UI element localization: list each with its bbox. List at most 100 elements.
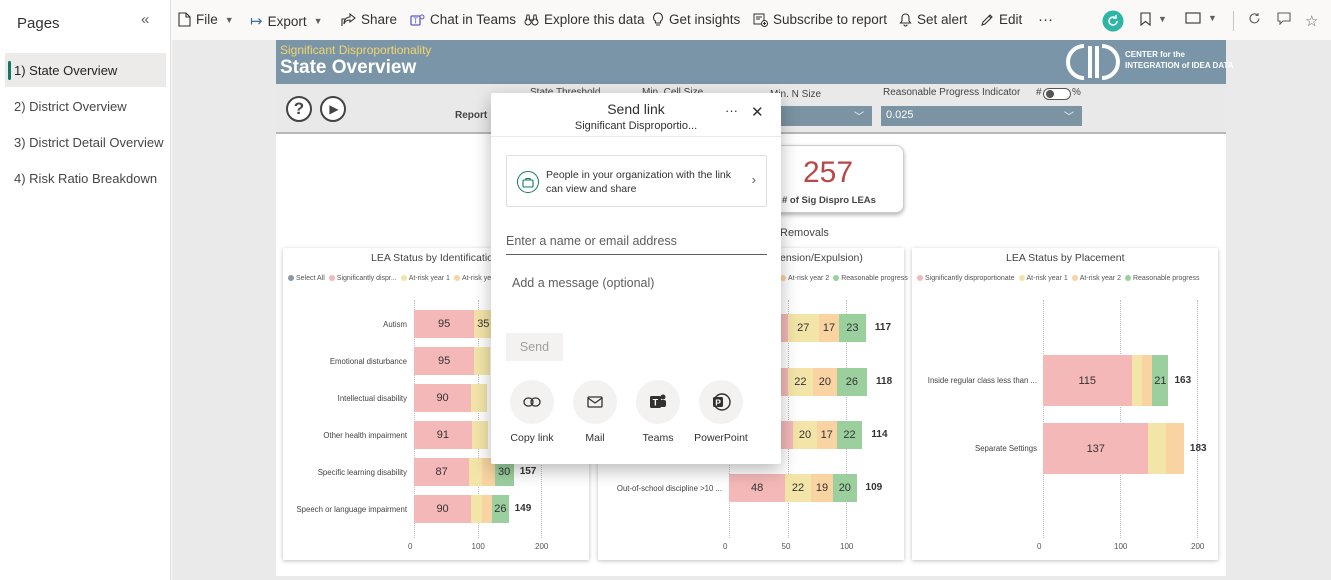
explore-data-button[interactable]: Explore this data [524, 12, 645, 27]
legend-at-risk-1[interactable]: At-risk year 1 [400, 275, 450, 282]
chat-in-teams-button[interactable]: T Chat in Teams [410, 12, 516, 27]
comment-button[interactable] [1277, 12, 1291, 25]
bar-segment-significant[interactable]: 137 [1043, 423, 1149, 474]
page-item-risk-ratio-breakdown[interactable]: 4) Risk Ratio Breakdown [14, 171, 158, 186]
axis-tick-label: 0 [408, 542, 413, 551]
close-icon[interactable]: ✕ [751, 104, 764, 121]
bar-segment-at-risk-2[interactable]: 20 [813, 368, 837, 396]
bar-segment-at-risk-1[interactable] [471, 384, 488, 412]
teams-option[interactable]: T Teams [628, 380, 688, 444]
bar-segment-at-risk-1[interactable]: 22 [785, 474, 811, 502]
bar-segment-reasonable[interactable]: 30 [494, 458, 514, 486]
bar-segment-significant[interactable]: 91 [414, 421, 472, 449]
min-n-size-dropdown[interactable]: ﹀ [770, 106, 872, 126]
bar-segment-at-risk-1[interactable] [474, 347, 491, 375]
recipient-input[interactable] [506, 227, 767, 255]
export-menu[interactable]: ↦ Export ▼ [250, 12, 323, 30]
share-button[interactable]: Share [341, 12, 397, 27]
link-permission-settings[interactable]: People in your organization with the lin… [506, 155, 767, 207]
gridline [414, 300, 415, 538]
message-input[interactable] [506, 273, 767, 323]
legend-at-risk-2[interactable]: At-risk year 2 [453, 275, 503, 282]
refresh-visuals-button[interactable] [1102, 10, 1124, 32]
legend-select-all[interactable]: Select All [288, 275, 325, 282]
min-cell-size-label: Min. Cell Size [642, 87, 703, 98]
bar-segment-reasonable[interactable]: 21 [1152, 355, 1169, 406]
bar-segment-reasonable[interactable]: 26 [492, 495, 509, 523]
bar-segment-at-risk-1[interactable] [469, 458, 482, 486]
gridline [787, 300, 789, 538]
sig-dispro-kpi-card: 257 # of Sig Dispro LEAs [757, 145, 904, 213]
more-options-button[interactable]: ··· [1038, 11, 1053, 28]
bar-segment-at-risk-1[interactable]: 27 [787, 314, 820, 342]
page-item-district-overview[interactable]: 2) District Overview [14, 99, 127, 114]
report-title: State Overview [280, 57, 417, 78]
bar-segment-reasonable[interactable]: 20 [833, 474, 857, 502]
chevron-down-icon: ▼ [1158, 14, 1167, 24]
chevron-double-left-icon[interactable]: « [141, 11, 150, 28]
bar-segment-significant[interactable]: 95 [414, 347, 475, 375]
set-alert-button[interactable]: Set alert [899, 12, 967, 27]
page-item-district-detail-overview[interactable]: 3) District Detail Overview [14, 135, 164, 150]
bar-segment-at-risk-1[interactable]: 22 [787, 368, 814, 396]
bar-segment-reasonable[interactable]: 26 [836, 368, 868, 396]
view-menu[interactable]: ▼ [1185, 12, 1217, 24]
legend-reasonable[interactable]: Reasonable progress [833, 275, 908, 282]
bar-segment-at-risk-2[interactable] [481, 495, 493, 523]
file-menu[interactable]: File ▼ [178, 12, 234, 27]
bar-segment-at-risk-2[interactable]: 17 [819, 314, 839, 342]
bar-segment-at-risk-1[interactable] [471, 495, 482, 523]
refresh-button[interactable] [1248, 12, 1261, 25]
bar-segment-significant[interactable]: 87 [414, 458, 470, 486]
bar-segment-significant[interactable]: 90 [414, 495, 472, 523]
legend-significant[interactable]: Significantly dispr... [328, 275, 397, 282]
bar-segment-significant[interactable]: 48 [729, 474, 786, 502]
chevron-right-icon: › [751, 172, 756, 187]
edit-button[interactable]: Edit [980, 12, 1022, 27]
legend-at-risk-1[interactable]: At-risk year 1 [1018, 275, 1068, 282]
send-button[interactable]: Send [506, 333, 563, 361]
category-label: Separate Settings [975, 444, 1037, 453]
rpi-dropdown[interactable]: 0.025 ﹀ [881, 106, 1082, 126]
legend-at-risk-2[interactable]: At-risk year 2 [780, 275, 829, 282]
category-label: Intellectual disability [337, 394, 407, 403]
category-label: Speech or language impairment [296, 505, 407, 514]
bar-segment-at-risk-2[interactable] [1141, 355, 1153, 406]
help-button[interactable]: ? [286, 96, 312, 122]
legend-at-risk-2[interactable]: At-risk year 2 [1071, 275, 1121, 282]
permission-text: People in your organization with the lin… [546, 169, 732, 195]
dialog-more-button[interactable]: ··· [725, 103, 738, 118]
bar-segment-significant[interactable]: 90 [414, 384, 472, 412]
bookmark-menu[interactable]: ▼ [1140, 12, 1167, 26]
subscribe-button[interactable]: Subscribe to report [753, 12, 887, 27]
binoculars-icon [524, 14, 539, 26]
comment-icon [1277, 12, 1291, 25]
subscribe-label: Subscribe to report [773, 12, 888, 27]
bar-segment-reasonable[interactable]: 22 [836, 421, 863, 449]
legend-significant[interactable]: Significantly disproportionate [917, 275, 1015, 282]
bar-total-label: 163 [1174, 375, 1192, 386]
play-button[interactable]: ▶ [320, 96, 346, 122]
page-item-state-overview[interactable]: 1) State Overview [5, 53, 166, 87]
bar-segment-reasonable[interactable]: 23 [838, 314, 866, 342]
powerpoint-option[interactable]: P PowerPoint [691, 380, 751, 444]
bar-segment-significant[interactable]: 95 [414, 310, 475, 338]
legend-reasonable[interactable]: Reasonable progress [1124, 275, 1200, 282]
ciid-logo: CENTER for the INTEGRATION of IDEA DATA [1064, 43, 1234, 81]
bar-segment-at-risk-1[interactable] [1148, 423, 1167, 474]
mail-option[interactable]: Mail [565, 380, 625, 444]
get-insights-button[interactable]: Get insights [652, 12, 740, 27]
bar-segment-at-risk-2[interactable] [481, 458, 495, 486]
copy-link-option[interactable]: Copy link [502, 380, 562, 444]
bar-segment-at-risk-2[interactable]: 17 [816, 421, 837, 449]
bar-segment-at-risk-1[interactable] [471, 421, 488, 449]
bar-segment-at-risk-1[interactable] [1131, 355, 1142, 406]
bar-segment-at-risk-1[interactable]: 20 [793, 421, 817, 449]
kpi-label: # of Sig Dispro LEAs [782, 195, 876, 206]
bar-segment-at-risk-2[interactable] [1166, 423, 1184, 474]
favorite-button[interactable]: ☆ [1305, 12, 1318, 30]
bar-segment-significant[interactable]: 115 [1043, 355, 1132, 406]
bar-segment-at-risk-1[interactable]: 35 [474, 310, 493, 338]
bar-segment-at-risk-2[interactable]: 19 [810, 474, 834, 502]
rpi-toggle[interactable] [1043, 88, 1071, 100]
